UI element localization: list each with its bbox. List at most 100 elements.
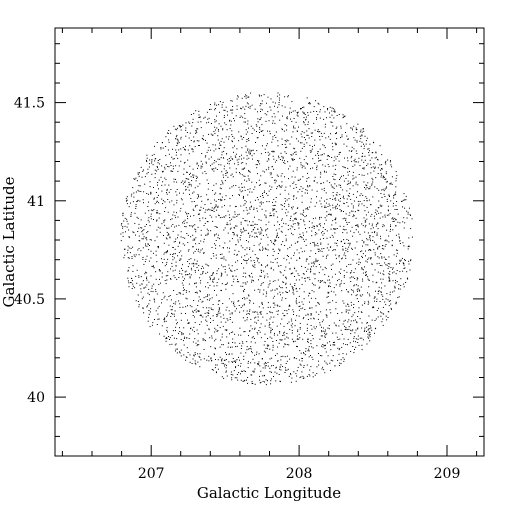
scatter-point bbox=[301, 301, 303, 303]
scatter-point bbox=[362, 280, 364, 282]
scatter-point bbox=[320, 171, 322, 173]
scatter-point bbox=[335, 284, 337, 286]
scatter-point bbox=[249, 201, 251, 203]
scatter-point bbox=[305, 260, 307, 262]
scatter-point bbox=[332, 195, 334, 197]
scatter-point bbox=[319, 117, 321, 119]
scatter-point bbox=[292, 292, 294, 294]
scatter-point bbox=[232, 338, 234, 340]
scatter-point bbox=[283, 162, 285, 163]
scatter-point bbox=[173, 241, 175, 243]
scatter-point bbox=[192, 358, 194, 360]
scatter-point bbox=[311, 150, 313, 152]
scatter-point bbox=[344, 325, 346, 327]
scatter-point bbox=[404, 207, 406, 209]
scatter-point bbox=[216, 285, 218, 287]
scatter-point bbox=[348, 150, 350, 152]
scatter-point bbox=[209, 337, 211, 339]
scatter-point bbox=[140, 276, 142, 278]
scatter-point bbox=[165, 338, 167, 340]
scatter-point bbox=[178, 252, 180, 253]
scatter-point bbox=[216, 270, 218, 272]
scatter-point bbox=[217, 234, 219, 236]
scatter-point bbox=[382, 224, 384, 226]
scatter-point bbox=[124, 254, 126, 256]
scatter-point bbox=[386, 198, 388, 200]
scatter-point bbox=[181, 282, 183, 284]
scatter-point bbox=[260, 153, 262, 155]
scatter-point bbox=[127, 280, 129, 282]
scatter-point bbox=[140, 288, 142, 290]
scatter-point bbox=[327, 243, 329, 245]
scatter-point bbox=[226, 318, 228, 320]
scatter-point bbox=[319, 238, 321, 240]
scatter-point bbox=[374, 296, 376, 298]
scatter-point bbox=[215, 244, 217, 246]
scatter-point bbox=[361, 322, 363, 324]
scatter-point bbox=[188, 184, 190, 186]
scatter-point bbox=[299, 178, 301, 180]
scatter-point bbox=[217, 303, 219, 305]
scatter-point bbox=[335, 217, 337, 219]
scatter-point bbox=[383, 193, 385, 195]
scatter-point bbox=[259, 291, 261, 293]
scatter-point bbox=[194, 352, 196, 354]
scatter-point bbox=[197, 121, 199, 123]
scatter-point bbox=[299, 257, 300, 259]
scatter-point bbox=[340, 282, 342, 284]
scatter-point bbox=[217, 158, 219, 160]
scatter-point bbox=[232, 158, 234, 160]
scatter-point bbox=[257, 364, 259, 366]
scatter-point bbox=[316, 345, 318, 347]
scatter-point bbox=[364, 303, 366, 305]
scatter-point bbox=[289, 328, 291, 330]
scatter-point bbox=[254, 264, 256, 266]
scatter-point bbox=[271, 289, 273, 291]
scatter-point bbox=[180, 207, 182, 209]
scatter-point bbox=[227, 346, 229, 348]
scatter-point bbox=[299, 322, 301, 324]
scatter-point bbox=[335, 164, 337, 166]
scatter-point bbox=[373, 142, 375, 144]
scatter-point bbox=[272, 280, 274, 282]
scatter-point bbox=[274, 258, 276, 260]
scatter-point bbox=[376, 301, 378, 302]
scatter-point bbox=[254, 216, 255, 218]
scatter-point bbox=[151, 160, 153, 162]
scatter-point bbox=[408, 245, 410, 247]
scatter-point bbox=[179, 260, 181, 261]
scatter-point bbox=[157, 212, 159, 214]
scatter-point bbox=[293, 357, 295, 359]
scatter-point bbox=[130, 212, 132, 214]
scatter-point bbox=[291, 158, 293, 160]
scatter-point bbox=[281, 297, 283, 299]
scatter-point bbox=[296, 138, 298, 140]
scatter-point bbox=[194, 316, 195, 318]
scatter-point bbox=[325, 192, 327, 194]
scatter-point bbox=[320, 216, 322, 218]
scatter-point bbox=[145, 271, 146, 273]
scatter-point bbox=[264, 367, 266, 369]
scatter-point bbox=[404, 222, 406, 224]
scatter-point bbox=[219, 217, 221, 219]
scatter-point bbox=[353, 320, 355, 322]
scatter-point bbox=[303, 240, 305, 242]
scatter-point bbox=[189, 193, 190, 195]
scatter-point bbox=[252, 221, 254, 223]
scatter-point bbox=[198, 296, 200, 298]
scatter-point bbox=[378, 290, 380, 292]
scatter-point bbox=[128, 206, 130, 208]
scatter-point bbox=[216, 316, 218, 317]
scatter-point bbox=[219, 193, 221, 195]
scatter-point bbox=[232, 216, 234, 218]
scatter-point bbox=[385, 160, 387, 162]
scatter-point bbox=[236, 345, 238, 347]
scatter-point bbox=[206, 122, 208, 124]
scatter-point bbox=[284, 338, 286, 340]
scatter-point bbox=[193, 252, 195, 254]
scatter-point bbox=[137, 199, 139, 201]
scatter-point bbox=[310, 250, 312, 252]
scatter-point bbox=[270, 327, 272, 329]
scatter-point bbox=[297, 130, 298, 132]
scatter-point bbox=[251, 224, 253, 226]
